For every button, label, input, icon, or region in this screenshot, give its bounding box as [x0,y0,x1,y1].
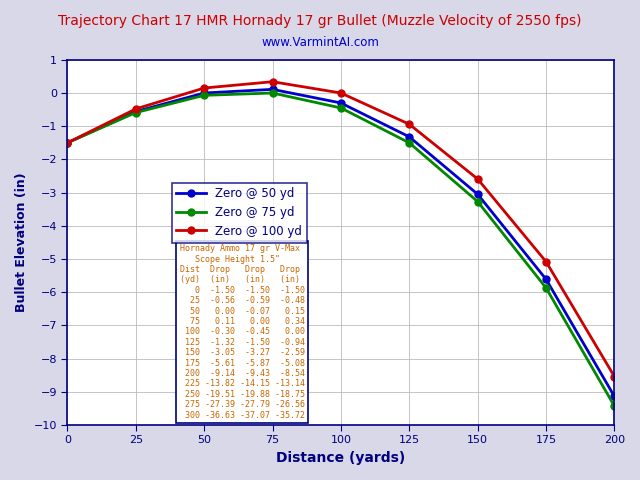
Zero @ 50 yd [200,90,208,96]
Zero @ 50 yd [337,100,345,106]
Zero @ 100 yd [200,85,208,91]
Text: Hornady Ammo 17 gr V-Max
   Scope Height 1.5"
Dist  Drop   Drop   Drop
(yd)  (in: Hornady Ammo 17 gr V-Max Scope Height 1.… [179,244,305,420]
Zero @ 50 yd [611,394,618,399]
Zero @ 50 yd [405,134,413,140]
Line: Zero @ 75 yd: Zero @ 75 yd [64,90,618,409]
Zero @ 50 yd [63,140,71,146]
Zero @ 50 yd [269,86,276,92]
Zero @ 50 yd [132,108,140,114]
Zero @ 75 yd [611,403,618,409]
Text: Trajectory Chart 17 HMR Hornady 17 gr Bullet (Muzzle Velocity of 2550 fps): Trajectory Chart 17 HMR Hornady 17 gr Bu… [58,14,582,28]
Zero @ 75 yd [200,93,208,98]
Zero @ 75 yd [337,105,345,111]
Zero @ 100 yd [405,121,413,127]
Zero @ 100 yd [474,176,481,182]
Zero @ 75 yd [269,90,276,96]
Zero @ 100 yd [63,140,71,146]
Zero @ 100 yd [542,259,550,264]
Zero @ 75 yd [63,140,71,146]
Zero @ 75 yd [542,285,550,291]
Zero @ 100 yd [337,90,345,96]
X-axis label: Distance (yards): Distance (yards) [276,451,406,465]
Zero @ 100 yd [269,79,276,84]
Zero @ 100 yd [611,373,618,379]
Zero @ 75 yd [474,199,481,204]
Zero @ 100 yd [132,106,140,112]
Zero @ 50 yd [474,192,481,197]
Line: Zero @ 50 yd: Zero @ 50 yd [64,86,618,400]
Zero @ 75 yd [405,140,413,146]
Line: Zero @ 100 yd: Zero @ 100 yd [64,78,618,380]
Text: www.VarmintAI.com: www.VarmintAI.com [261,36,379,49]
Zero @ 75 yd [132,110,140,116]
Legend: Zero @ 50 yd, Zero @ 75 yd, Zero @ 100 yd: Zero @ 50 yd, Zero @ 75 yd, Zero @ 100 y… [172,182,307,243]
Y-axis label: Bullet Elevation (in): Bullet Elevation (in) [15,173,28,312]
Zero @ 50 yd [542,276,550,282]
